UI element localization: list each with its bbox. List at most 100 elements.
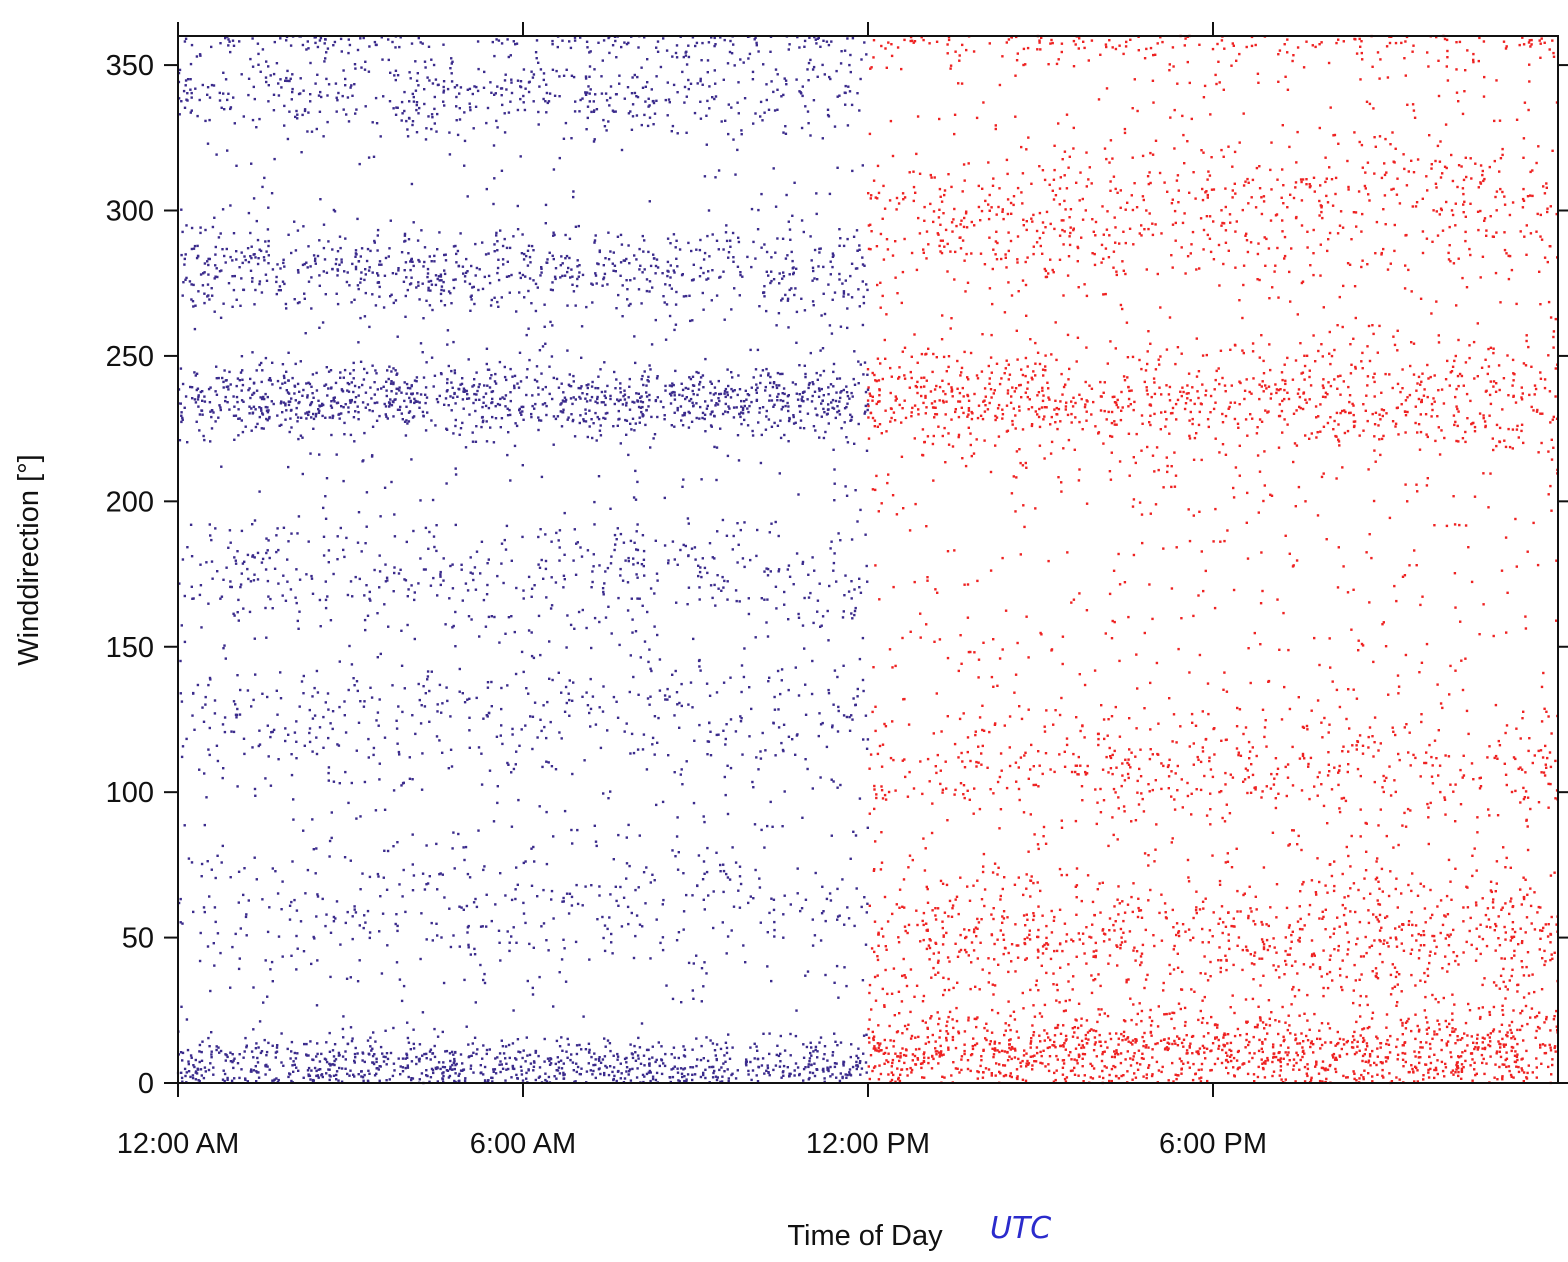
scatter-point [288,400,292,403]
scatter-point [432,385,435,388]
scatter-point [819,45,822,48]
scatter-point [329,975,332,979]
scatter-point [344,84,347,87]
scatter-point [822,265,825,269]
scatter-point [257,63,260,66]
scatter-point [760,828,763,832]
scatter-point [701,411,705,415]
scatter-point [554,417,558,421]
scatter-point [366,1079,370,1082]
scatter-point [653,625,656,628]
scatter-point [220,465,223,468]
scatter-point [350,781,353,785]
scatter-point [530,587,534,590]
scatter-point [388,405,391,408]
scatter-point [743,647,746,650]
scatter-point [330,836,333,840]
scatter-point [860,1067,864,1070]
scatter-point [368,875,372,879]
scatter-point [627,823,630,827]
scatter-point [625,862,629,865]
scatter-point [635,258,638,261]
scatter-point [472,1051,475,1054]
scatter-point [647,405,650,408]
scatter-point [849,413,852,416]
scatter-point [687,241,690,245]
scatter-point [424,138,428,141]
scatter-point [818,389,821,392]
scatter-point [865,1033,868,1036]
scatter-point [229,255,232,259]
scatter-point [552,231,555,234]
scatter-point [707,209,711,212]
scatter-point [247,93,250,97]
scatter-point [354,1056,357,1059]
scatter-point [842,664,845,667]
scatter-point [727,384,730,388]
scatter-point [755,1074,758,1077]
scatter-point [618,643,621,647]
scatter-point [463,111,466,114]
scatter-point [783,894,786,897]
scatter-point [719,275,722,279]
scatter-point [226,1078,229,1081]
scatter-point [251,280,254,283]
scatter-point [669,402,673,405]
scatter-point [397,1057,400,1060]
scatter-point [472,401,475,405]
scatter-point [627,1073,630,1076]
scatter-point [782,275,786,278]
scatter-point [763,111,766,114]
scatter-point [725,1051,729,1055]
scatter-point [395,392,398,395]
scatter-point [224,261,227,264]
scatter-point [848,729,852,732]
scatter-point [254,408,257,411]
scatter-point [788,43,791,46]
scatter-point [275,550,278,554]
scatter-point [359,281,362,284]
scatter-point [823,73,826,76]
scatter-point [715,1043,719,1046]
scatter-point [280,86,283,89]
scatter-point [314,872,317,875]
scatter-point [451,847,454,850]
scatter-point [752,376,755,379]
scatter-point [704,357,707,361]
scatter-point [309,265,312,268]
scatter-point [682,910,686,913]
scatter-point [749,348,752,352]
scatter-point [401,710,404,714]
scatter-point [304,412,307,415]
scatter-point [219,951,222,955]
scatter-point [535,57,538,60]
scatter-point [624,559,627,562]
scatter-point [832,254,835,257]
scatter-point [347,801,350,805]
scatter-point [483,972,486,976]
scatter-point [843,49,847,52]
scatter-point [620,925,624,928]
scatter-point [301,436,304,439]
scatter-point [368,45,371,48]
scatter-point [654,399,658,402]
scatter-point [635,392,638,395]
scatter-point [523,252,526,256]
scatter-point [261,48,265,51]
scatter-point [483,865,486,868]
scatter-point [616,235,620,238]
scatter-point [711,1076,715,1079]
scatter-point [320,404,323,407]
scatter-point [592,1069,595,1073]
scatter-point [347,688,350,692]
scatter-point [837,705,840,709]
scatter-point [666,269,669,273]
scatter-point [254,256,257,259]
scatter-point [649,881,652,884]
scatter-point [295,406,298,410]
scatter-point [397,269,400,272]
scatter-point [623,389,626,392]
scatter-point [558,156,561,160]
scatter-point [453,1067,456,1071]
scatter-point [768,1032,771,1035]
